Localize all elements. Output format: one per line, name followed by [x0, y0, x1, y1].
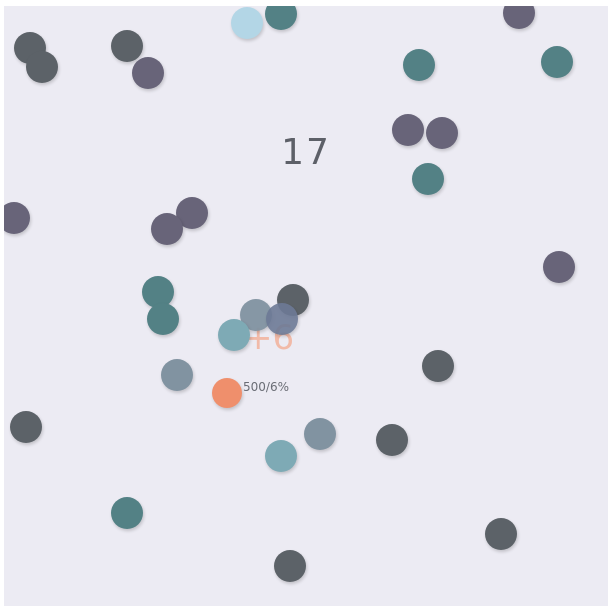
- score-display: 17: [281, 132, 331, 173]
- enemy-ball: [503, 6, 535, 29]
- enemy-ball: [426, 117, 458, 149]
- enemy-ball: [147, 303, 179, 335]
- enemy-ball: [304, 418, 336, 450]
- enemy-ball: [392, 114, 424, 146]
- enemy-ball: [161, 359, 193, 391]
- enemy-ball: [422, 350, 454, 382]
- game-board[interactable]: 17 +6 500/6%: [4, 6, 608, 606]
- enemy-ball: [265, 440, 297, 472]
- enemy-ball: [403, 49, 435, 81]
- enemy-ball: [265, 6, 297, 30]
- enemy-ball: [274, 550, 306, 582]
- enemy-ball: [111, 497, 143, 529]
- enemy-ball: [412, 163, 444, 195]
- enemy-ball: [4, 202, 30, 234]
- enemy-ball: [541, 46, 573, 78]
- enemy-ball: [142, 276, 174, 308]
- enemy-ball: [376, 424, 408, 456]
- enemy-ball: [543, 251, 575, 283]
- enemy-ball: [10, 411, 42, 443]
- enemy-ball: [111, 30, 143, 62]
- enemy-ball: [485, 518, 517, 550]
- enemy-ball: [266, 303, 298, 335]
- player-ball[interactable]: [212, 378, 242, 408]
- enemy-ball: [151, 213, 183, 245]
- enemy-ball: [231, 7, 263, 39]
- enemy-ball: [132, 57, 164, 89]
- enemy-ball: [218, 319, 250, 351]
- enemy-ball: [26, 51, 58, 83]
- player-stat-label: 500/6%: [243, 380, 289, 394]
